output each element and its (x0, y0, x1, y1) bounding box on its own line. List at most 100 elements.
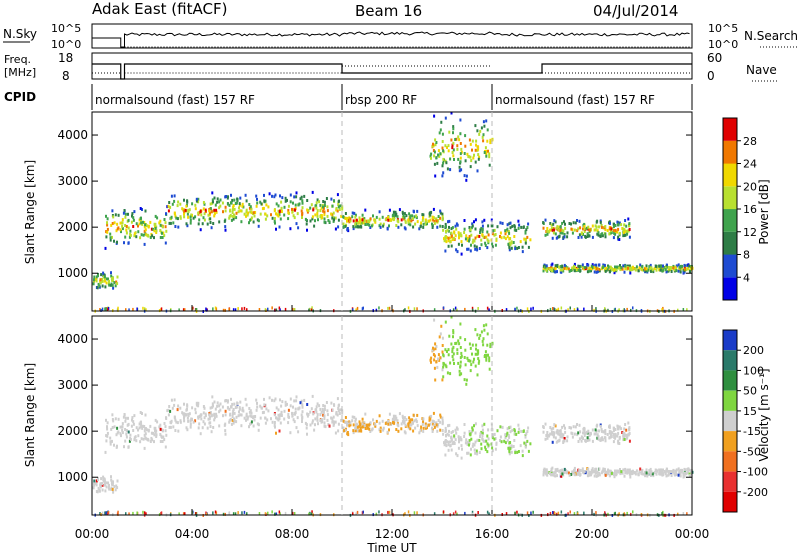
power-echo-cell (137, 224, 139, 228)
velocity-echo-cell (441, 429, 444, 432)
velocity-echo-cell (441, 419, 444, 423)
power-echo-cell (517, 246, 520, 249)
power-echo-cell (222, 210, 224, 214)
velocity-echo-cell (333, 403, 335, 407)
power-echo-cell (284, 196, 287, 200)
power-echo-cell (473, 244, 476, 248)
power-echo-cell (209, 217, 212, 221)
velocity-echo-cell (214, 407, 217, 411)
velocity-echo-cell (484, 350, 487, 354)
velocity-echo-cell (551, 432, 554, 436)
power-echo-cell (294, 208, 296, 212)
power-echo-cell (256, 201, 259, 205)
velocity-echo-cell (612, 426, 615, 430)
velocity-echo-cell (459, 364, 462, 368)
power-echo-cell (135, 235, 138, 239)
velocity-echo-cell (257, 423, 260, 427)
power-echo-cell (253, 214, 256, 218)
power-echo-cell (436, 161, 439, 165)
velocity-echo-cell (95, 481, 98, 485)
velocity-echo-cell (106, 434, 109, 438)
power-echo-cell (257, 224, 260, 228)
power-echo-cell (522, 225, 525, 229)
velocity-echo-cell (438, 358, 441, 362)
power-echo-cell (346, 228, 349, 232)
velocity-echo-cell (153, 440, 155, 444)
velocity-echo-cell (187, 419, 190, 423)
power-echo-cell (408, 212, 411, 216)
velocity-echo-cell (476, 452, 479, 456)
velocity-echo-cell (542, 430, 545, 434)
velocity-echo-cell (392, 421, 394, 424)
velocity-echo-cell (466, 440, 469, 444)
velocity-echo-cell (370, 428, 373, 432)
velocity-echo-cell (140, 437, 143, 441)
velocity-echo-cell (349, 421, 352, 425)
velocity-echo-cell (218, 410, 221, 414)
velocity-echo-cell (620, 470, 623, 474)
power-echo-cell (219, 204, 222, 208)
velocity-echo-cell (581, 436, 584, 440)
power-echo-cell (235, 201, 238, 205)
velocity-echo-cell (287, 408, 290, 412)
power-echo-cell (659, 268, 662, 272)
velocity-echo-cell (582, 431, 584, 435)
velocity-echo-cell (469, 346, 472, 350)
velocity-echo-cell (275, 431, 277, 435)
velocity-echo-cell (405, 418, 408, 422)
velocity-echo-cell (526, 430, 529, 433)
power-echo-cell (583, 307, 585, 311)
velocity-echo-cell (566, 435, 569, 439)
velocity-echo-cell (236, 401, 239, 405)
velocity-echo-cell (184, 512, 186, 516)
power-echo-cell (314, 213, 317, 217)
velocity-echo-cell (95, 483, 98, 487)
power-echo-cell (545, 264, 548, 268)
velocity-echo-cell (447, 440, 450, 444)
velocity-echo-cell (331, 420, 334, 424)
velocity-echo-cell (545, 472, 548, 476)
velocity-echo-cell (559, 472, 562, 476)
power-echo-cell (354, 222, 357, 226)
power-echo-cell (623, 270, 626, 274)
velocity-echo-cell (273, 399, 276, 403)
velocity-echo-cell (517, 423, 520, 427)
velocity-echo-cell (450, 448, 453, 452)
power-echo-cell (646, 268, 649, 272)
velocity-echo-cell (235, 405, 238, 409)
power-echo-cell (333, 199, 335, 203)
power-echo-cell (478, 132, 481, 136)
power-echo-cell (461, 243, 463, 247)
velocity-echo-cell (270, 417, 272, 421)
velocity-echo-cell (116, 426, 119, 430)
power-echo-cell (544, 265, 547, 269)
power-echo-cell (578, 266, 581, 270)
velocity-echo-cell (623, 474, 626, 478)
velocity-echo-cell (577, 472, 580, 476)
velocity-echo-cell (232, 409, 235, 413)
power-echo-cell (349, 219, 352, 223)
velocity-echo-cell (585, 430, 588, 434)
velocity-echo-cell (133, 414, 136, 418)
velocity-echo-cell (563, 470, 566, 474)
power-echo-cell (125, 225, 128, 228)
power-echo-cell (115, 280, 118, 284)
power-echo-cell (459, 232, 462, 236)
power-echo-cell (287, 208, 290, 212)
velocity-echo-cell (394, 414, 397, 418)
power-echo-cell (228, 203, 231, 207)
velocity-echo-cell (173, 403, 176, 407)
velocity-echo-cell (660, 469, 663, 473)
power-echo-cell (293, 216, 296, 220)
power-echo-cell (306, 210, 309, 214)
power-echo-cell (337, 203, 340, 206)
power-echo-cell (624, 229, 627, 233)
velocity-echo-cell (645, 471, 648, 475)
power-echo-cell (542, 266, 545, 270)
velocity-echo-cell (598, 471, 601, 475)
power-echo-cell (513, 224, 516, 228)
velocity-echo-cell (615, 472, 618, 476)
velocity-echo-cell (471, 352, 473, 356)
power-echo-cell (348, 216, 351, 220)
